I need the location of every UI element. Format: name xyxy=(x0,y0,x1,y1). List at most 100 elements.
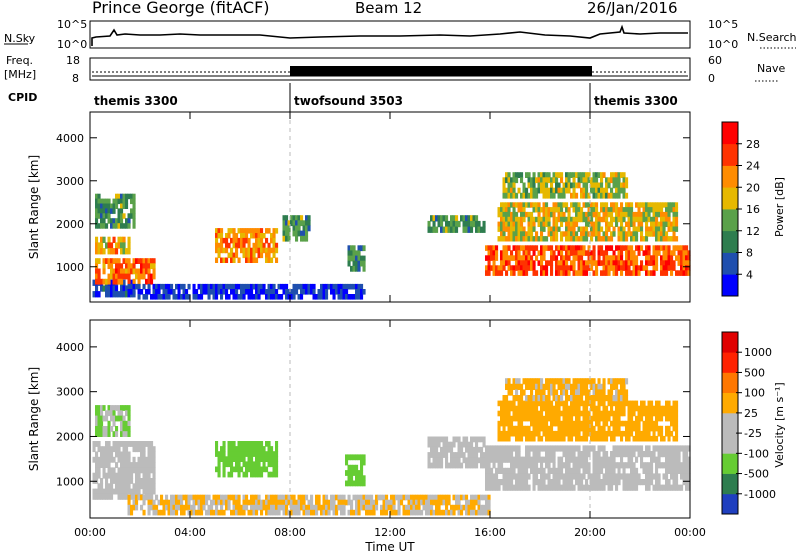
data-cell xyxy=(305,509,309,516)
data-cell xyxy=(290,294,294,300)
data-cell xyxy=(637,445,641,452)
data-cell xyxy=(620,410,624,417)
data-cell xyxy=(545,473,549,480)
data-cell xyxy=(540,400,544,407)
data-cell xyxy=(505,202,509,208)
data-cell xyxy=(577,226,581,232)
data-cell xyxy=(472,457,476,464)
data-cell xyxy=(590,400,594,407)
data-cell xyxy=(257,451,261,457)
data-cell xyxy=(502,231,506,237)
data-cell xyxy=(195,294,199,300)
data-cell xyxy=(637,265,641,271)
data-cell xyxy=(130,208,134,214)
data-cell xyxy=(642,410,646,417)
data-cell xyxy=(535,177,539,184)
data-cell xyxy=(240,441,244,447)
data-cell xyxy=(110,426,114,432)
data-cell xyxy=(515,425,519,432)
data-cell xyxy=(627,420,631,427)
data-cell xyxy=(615,395,619,402)
data-cell xyxy=(550,484,554,491)
data-cell xyxy=(107,405,111,411)
data-cell xyxy=(535,456,539,463)
data-cell xyxy=(530,400,534,407)
data-cell xyxy=(110,223,114,229)
data-cell xyxy=(127,499,131,506)
data-cell xyxy=(537,172,541,178)
data-cell xyxy=(472,504,476,511)
data-cell xyxy=(460,215,464,222)
data-cell xyxy=(512,245,516,251)
data-cell xyxy=(257,228,261,234)
data-cell xyxy=(352,454,356,461)
y-tick-label: 3000 xyxy=(56,175,84,188)
data-cell xyxy=(635,216,639,223)
data-cell xyxy=(502,221,506,227)
data-cell xyxy=(605,430,609,437)
data-cell xyxy=(445,452,449,458)
data-cell xyxy=(612,182,616,189)
data-cell xyxy=(542,270,546,276)
data-cell xyxy=(542,250,546,256)
data-cell xyxy=(255,242,259,249)
data-cell xyxy=(550,467,554,474)
data-cell xyxy=(615,451,619,458)
data-cell xyxy=(655,445,659,452)
data-cell xyxy=(600,270,604,276)
data-cell xyxy=(480,457,484,464)
data-cell xyxy=(292,215,296,221)
data-cell xyxy=(392,494,396,501)
data-cell xyxy=(255,456,259,462)
data-cell xyxy=(575,207,579,213)
data-cell xyxy=(122,467,126,474)
data-cell xyxy=(547,187,551,194)
data-cell xyxy=(617,479,621,486)
data-cell xyxy=(235,451,239,457)
data-cell xyxy=(465,457,469,464)
data-cell xyxy=(595,467,599,474)
data-cell xyxy=(132,213,136,219)
data-cell xyxy=(107,431,111,437)
data-cell xyxy=(595,456,599,463)
data-cell xyxy=(270,451,274,457)
data-cell xyxy=(615,260,619,266)
data-cell xyxy=(452,226,456,233)
data-cell xyxy=(145,478,149,484)
data-cell xyxy=(547,192,551,199)
data-cell xyxy=(515,255,519,261)
data-cell xyxy=(302,235,306,242)
data-cell xyxy=(630,415,634,422)
data-cell xyxy=(542,420,546,427)
data-cell xyxy=(670,451,674,458)
data-cell xyxy=(510,420,514,427)
data-cell xyxy=(597,425,601,432)
data-cell xyxy=(547,405,551,412)
data-cell xyxy=(107,285,111,292)
data-cell xyxy=(277,494,281,501)
data-cell xyxy=(517,410,521,417)
data-cell xyxy=(120,493,124,500)
data-cell xyxy=(572,216,576,223)
data-cell xyxy=(522,415,526,422)
data-cell xyxy=(245,252,249,259)
data-cell xyxy=(525,425,529,432)
data-cell xyxy=(132,223,136,229)
data-cell xyxy=(497,445,501,452)
data-cell xyxy=(520,216,524,223)
data-cell xyxy=(115,273,119,280)
data-cell xyxy=(477,504,481,511)
data-cell xyxy=(605,435,609,442)
data-cell xyxy=(272,228,276,234)
data-cell xyxy=(255,451,259,457)
data-cell xyxy=(572,270,576,276)
colorbar-tick-label: 24 xyxy=(746,160,760,173)
data-cell xyxy=(672,226,676,232)
data-cell xyxy=(555,484,559,491)
data-cell xyxy=(525,255,529,261)
data-cell xyxy=(102,203,106,209)
data-cell xyxy=(127,213,131,219)
x-tick-label: 12:00 xyxy=(374,526,406,539)
data-cell xyxy=(427,226,431,233)
data-cell xyxy=(562,383,566,390)
